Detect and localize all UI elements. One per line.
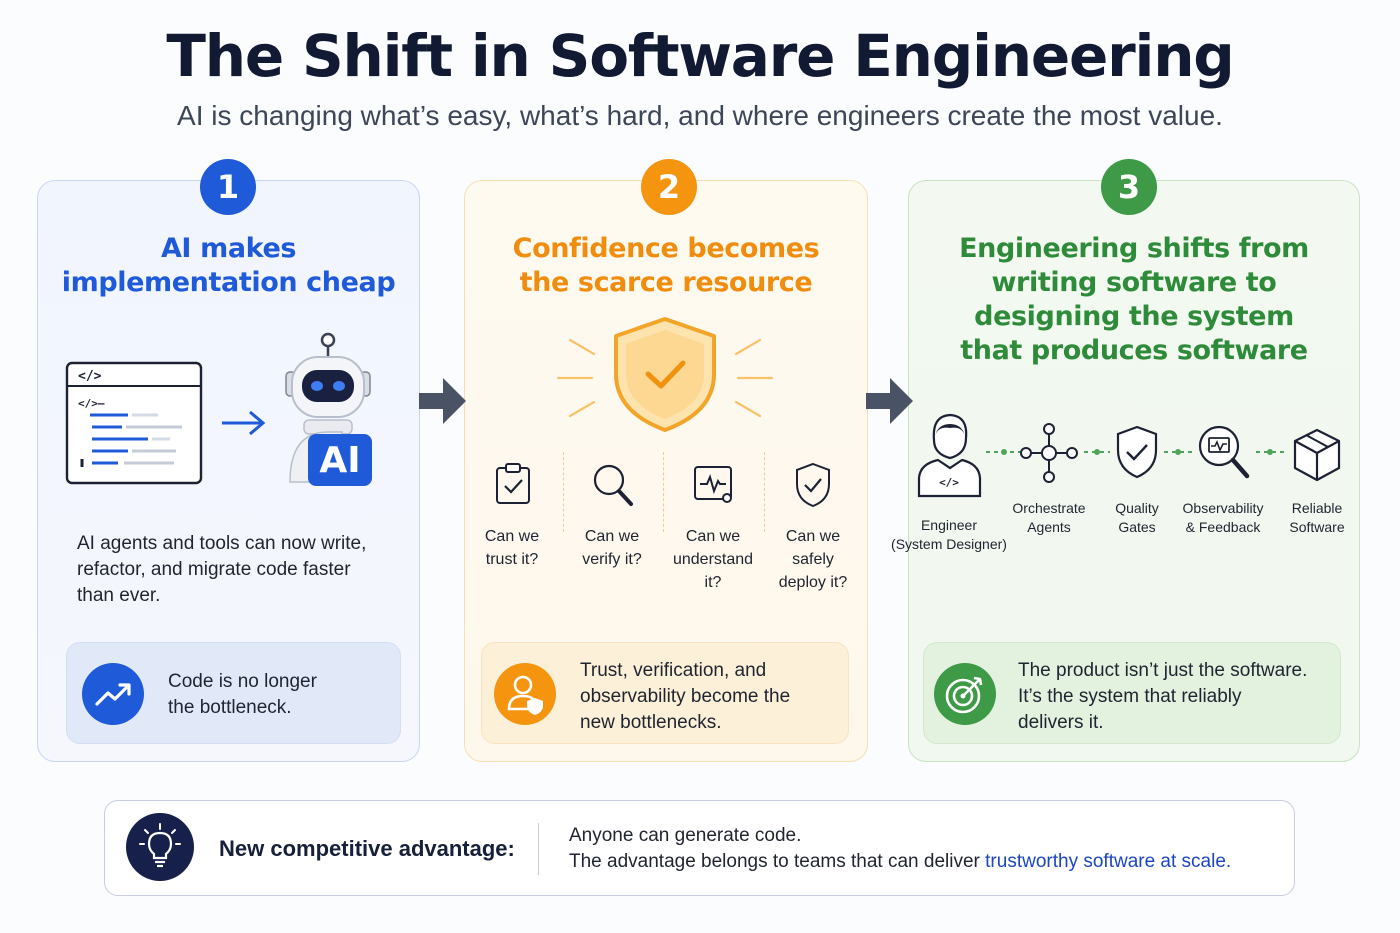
step-number-3: 3 [1101,159,1157,215]
orchestrate-icon [1020,423,1078,483]
connector-line [1256,449,1284,455]
card-3-heading: Engineering shifts from writing software… [959,233,1309,366]
trending-up-icon [82,663,144,725]
flow-label-quality: Quality Gates [1115,500,1159,535]
flow-label-orchestrate: Orchestrate Agents [1012,500,1086,535]
quality-shield-icon [1116,425,1158,479]
svg-text:</>: </> [939,476,959,489]
svg-text:</>: </> [78,369,102,384]
step-number-2: 2 [641,159,697,215]
arrow-right-icon [222,410,266,436]
card-1-body: AI agents and tools can now write, refac… [77,533,367,606]
lightbulb-icon [126,813,194,881]
engineer-icon: </> [917,413,982,498]
magnifier-icon [593,464,633,506]
divider [538,823,539,875]
flow-arrow-icon [866,378,913,424]
question-verify: Can we verify it? [582,528,642,568]
card-2-heading: Confidence becomes the scarce resource [512,233,820,298]
svg-text:</>—: </>— [78,397,105,410]
box-icon [1293,428,1341,482]
shield-check-small-icon [796,462,830,508]
card-2-callout-text: Trust, verification, and observability b… [580,660,791,733]
footer-line-1: Anyone can generate code. [569,825,802,846]
card-1-callout-text: Code is no longer the bottleneck. [168,671,317,718]
clipboard-check-icon [496,463,530,504]
step-number-1: 1 [200,159,256,215]
question-deploy: Can we safely deploy it? [778,528,848,591]
connector-line [1164,449,1192,455]
question-understand: Can we understand it? [672,528,754,591]
target-icon [934,663,996,725]
flow-arrow-icon [419,378,466,424]
footer-banner [104,800,1295,896]
question-trust: Can we trust it? [484,528,540,568]
monitor-pulse-icon [694,466,732,503]
divider [663,452,664,532]
code-window-icon: </> </>— [65,361,203,485]
ai-badge: AI [319,440,361,481]
shield-check-icon [556,317,774,432]
connector-line [986,449,1022,455]
page-title: The Shift in Software Engineering [166,22,1234,90]
footer-highlight: trustworthy software at scale. [985,851,1232,872]
user-shield-icon [494,663,556,725]
footer-line-2: The advantage belongs to teams that can … [569,851,1232,872]
connector-line [1084,449,1110,455]
flow-label-engineer: Engineer (System Designer) [891,517,1007,552]
card-3-callout-text: The product isn’t just the software. It’… [1018,660,1308,733]
divider [563,452,564,532]
flow-label-observability: Observability & Feedback [1182,500,1264,535]
flow-label-reliable: Reliable Software [1289,500,1345,535]
robot-icon [285,332,372,486]
footer-label: New competitive advantage: [219,836,515,861]
card-1-heading: AI makes implementation cheap [61,233,396,298]
observability-icon [1198,425,1250,479]
page-subtitle: AI is changing what’s easy, what’s hard,… [177,100,1223,131]
divider [764,452,765,532]
